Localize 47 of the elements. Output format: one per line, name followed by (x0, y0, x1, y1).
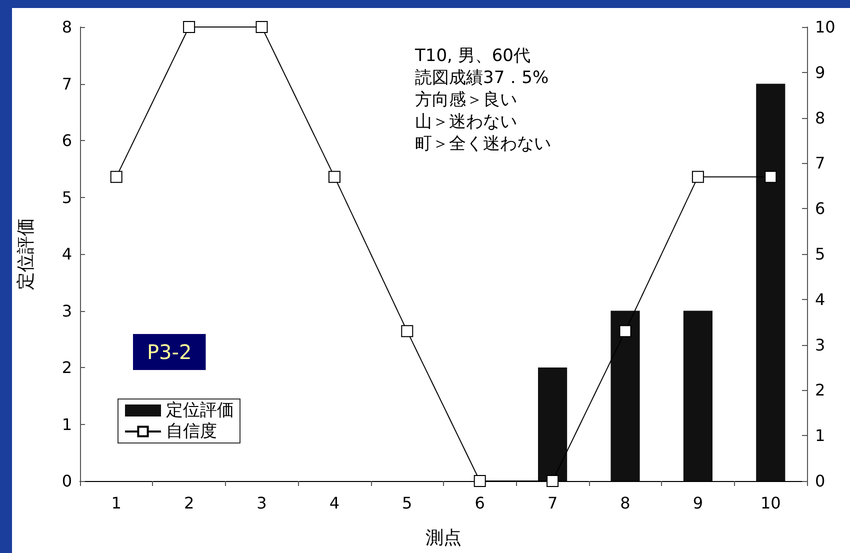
y2-tick-label: 5 (815, 244, 826, 264)
annotation: 方向感＞良い (415, 90, 517, 110)
y2-tick-label: 7 (815, 154, 826, 173)
point (764, 170, 777, 183)
y-tick-label: 1 (62, 414, 72, 434)
y-tick-label: 4 (62, 244, 72, 264)
y-tick-label: 3 (62, 301, 72, 320)
annotation: 読図成績37．5% (415, 68, 549, 88)
y2-tick-label: 4 (815, 290, 826, 309)
y2-tick-label: 0 (815, 472, 826, 490)
bar (610, 310, 640, 481)
y2-tick-label: 6 (815, 199, 826, 218)
point (619, 325, 632, 338)
y-tick-label: 8 (62, 18, 72, 36)
legend-label: 自信度 (166, 422, 217, 442)
annotation: P3-2 (147, 340, 192, 364)
bar (683, 310, 712, 481)
annotation: T10, 男、60代 (414, 46, 530, 66)
x-tick-label: 4 (329, 494, 340, 512)
x-axis-title: 測点 (426, 528, 462, 548)
x-tick-label: 1 (111, 494, 122, 512)
x-tick-label: 8 (620, 494, 630, 512)
x-tick-label: 9 (692, 494, 704, 512)
x-tick-label: 2 (184, 494, 194, 512)
annotation: 町＞全く迷わない (415, 134, 551, 154)
y2-tick-label: 10 (815, 18, 836, 36)
y-tick-label: 7 (62, 74, 72, 94)
y-tick-label: 5 (62, 188, 72, 207)
y-tick-label: 0 (62, 472, 72, 490)
y-tick-label: 6 (62, 131, 72, 150)
x-tick-label: 3 (256, 494, 267, 512)
point (546, 475, 559, 487)
y2-tick-label: 3 (815, 335, 826, 354)
x-tick-label: 5 (402, 494, 412, 512)
x-tick-label: 6 (474, 494, 485, 512)
x-tick-label: 7 (547, 494, 558, 512)
bar (756, 84, 786, 481)
bar (538, 368, 568, 481)
x-tick-label: 10 (760, 494, 781, 512)
y2-tick-label: 9 (815, 62, 826, 82)
annotation: 山＞迷わない (415, 112, 517, 132)
y-axis-title: 定位評価 (16, 218, 36, 290)
y2-tick-label: 1 (815, 426, 826, 446)
y2-tick-label: 8 (815, 108, 826, 128)
y-tick-label: 2 (62, 358, 72, 377)
legend-label: 定位評価 (166, 400, 234, 420)
y2-tick-label: 2 (815, 380, 826, 400)
